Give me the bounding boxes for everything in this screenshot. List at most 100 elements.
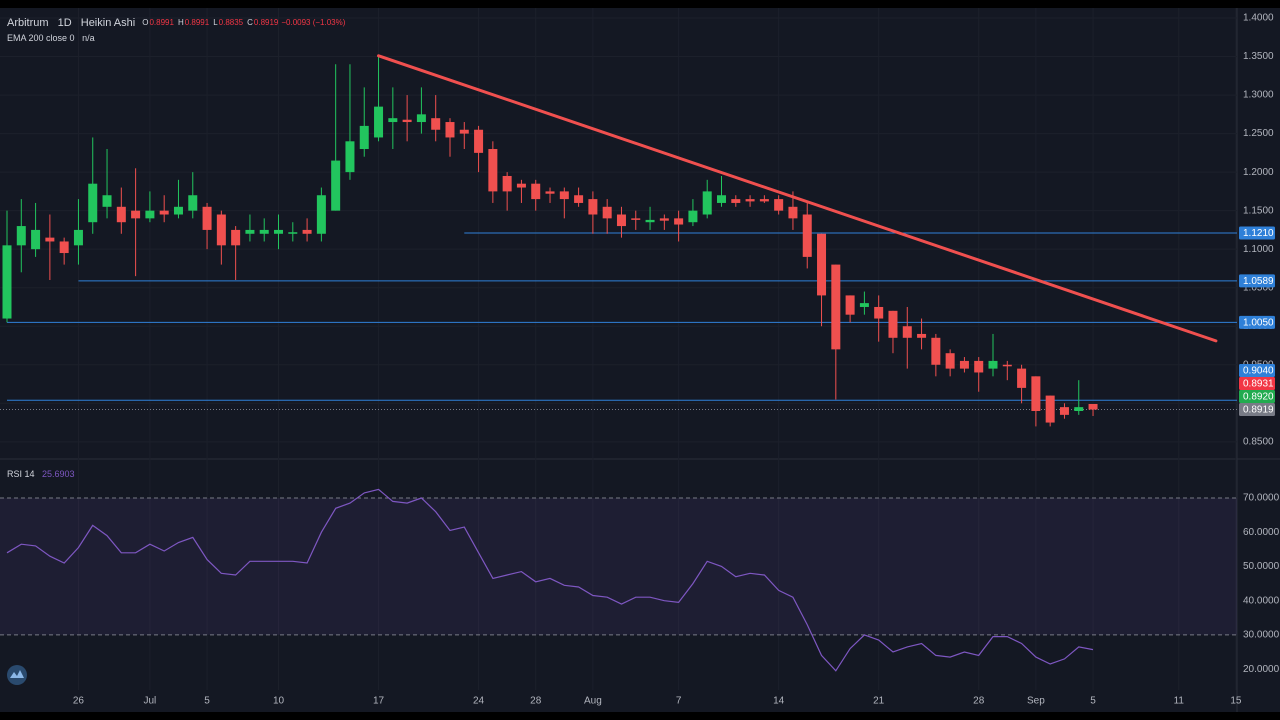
x-tick-label: Sep: [1027, 696, 1045, 707]
candle-body: [202, 206, 212, 230]
price-tag-label: 0.8919: [1243, 405, 1274, 416]
x-tick-label: 28: [530, 696, 542, 707]
rsi-band: [0, 497, 1237, 635]
candle-body: [302, 229, 312, 234]
candle-body: [1002, 364, 1012, 367]
candle-body: [288, 232, 298, 234]
candle-body: [874, 306, 884, 319]
candle-body: [331, 160, 341, 211]
candle-body: [888, 310, 898, 338]
x-tick-label: 14: [773, 696, 785, 707]
candle-body: [45, 237, 55, 242]
candle-body: [788, 206, 798, 219]
x-tick-label: 5: [204, 696, 210, 707]
x-tick-label: 10: [273, 696, 285, 707]
price-tag-label: 0.8920: [1243, 392, 1274, 403]
price-tag: [1239, 377, 1275, 391]
candle-body: [917, 333, 927, 338]
chart-style: Heikin Ashi: [81, 17, 135, 29]
ohlc-value: 0.8835: [219, 18, 244, 27]
candle-body: [145, 210, 155, 219]
candle-body: [1017, 368, 1027, 388]
candle-body: [974, 360, 984, 373]
candle-body: [859, 303, 869, 307]
candle-body: [745, 199, 755, 202]
ohlc-value: 0.8991: [185, 18, 210, 27]
y-tick-label: 1.2000: [1243, 167, 1274, 178]
price-tag-label: 1.0050: [1243, 318, 1274, 329]
background: [0, 8, 1280, 712]
y-tick-label: 50.0000: [1243, 561, 1280, 572]
candle-body: [31, 229, 41, 250]
price-tag: [1239, 364, 1275, 378]
candle-body: [731, 199, 741, 203]
indicator-legend: EMA 200 close 0 n/a: [7, 33, 95, 43]
candle-body: [388, 118, 398, 123]
price-tag-label: 0.8931: [1243, 379, 1274, 390]
y-tick-label: 60.0000: [1243, 527, 1280, 538]
interval: 1D: [58, 17, 72, 29]
candle-body: [631, 218, 641, 220]
candle-body: [531, 183, 541, 200]
candle-body: [988, 360, 998, 369]
price-tag: [1239, 274, 1275, 288]
candle-body: [945, 353, 955, 369]
letterbox-bottom: [0, 712, 1280, 720]
y-tick-label: 1.3500: [1243, 51, 1274, 62]
x-tick-label: 5: [1090, 696, 1096, 707]
candle-body: [416, 114, 426, 123]
candle-body: [316, 195, 326, 234]
candle-body: [445, 122, 455, 138]
candle-body: [474, 129, 484, 153]
candle-body: [1031, 376, 1041, 411]
candle-body: [802, 214, 812, 257]
candle-body: [545, 191, 555, 194]
price-tag-label: 0.9040: [1243, 366, 1274, 377]
ohlc-key: L: [213, 18, 218, 27]
x-tick-label: 17: [373, 696, 385, 707]
x-tick-label: 11: [1174, 696, 1185, 707]
symbol-legend: Arbitrum 1D Heikin Ashi O0.8991 H0.8991 L0…: [7, 17, 346, 29]
ohlc-value: 0.8919: [254, 18, 279, 27]
grid: 0.85000.90000.95001.00001.05001.10001.15…: [0, 8, 1280, 707]
x-tick-label: 24: [473, 696, 485, 707]
candle-body: [359, 125, 369, 150]
ohlc-key: H: [178, 18, 184, 27]
price-tags: 0.8919 0.8920 0.8931 0.9040 1.0050 1.0589 1.12…: [1239, 226, 1275, 417]
indicator: EMA 200 close 0: [7, 33, 75, 43]
candle-body: [774, 199, 784, 211]
candle-body: [616, 214, 626, 227]
ohlc-key: C: [247, 18, 253, 27]
candle-body: [16, 226, 26, 246]
rsi-value: 25.6903: [42, 469, 75, 479]
candle-body: [2, 245, 12, 319]
candle-body: [88, 183, 98, 223]
candle-body: [1088, 403, 1098, 410]
candle-body: [274, 229, 284, 234]
candle-body: [188, 195, 198, 211]
x-tick-label: 21: [873, 696, 885, 707]
rsi-line: [6, 488, 1094, 672]
y-tick-label: 1.1500: [1243, 205, 1274, 216]
indicator-value: n/a: [82, 33, 95, 43]
candle-body: [902, 326, 912, 338]
x-tick-label: Aug: [584, 696, 602, 707]
candle-body: [231, 229, 241, 246]
candle-body: [845, 295, 855, 315]
candle-body: [831, 264, 841, 350]
candle-body: [702, 191, 712, 215]
candle-body: [116, 206, 126, 223]
candle-body: [931, 337, 941, 365]
letterbox-top: [0, 0, 1280, 8]
candle-body: [759, 199, 769, 202]
candle-body: [817, 233, 827, 296]
y-tick-label: 0.8500: [1243, 436, 1274, 447]
y-tick-label: 1.0500: [1243, 282, 1274, 293]
candle-body: [688, 210, 698, 223]
candle-body: [659, 218, 669, 221]
candle-body: [488, 149, 498, 192]
price-tag-label: 1.1210: [1243, 228, 1274, 239]
y-tick-label: 1.1000: [1243, 244, 1274, 255]
